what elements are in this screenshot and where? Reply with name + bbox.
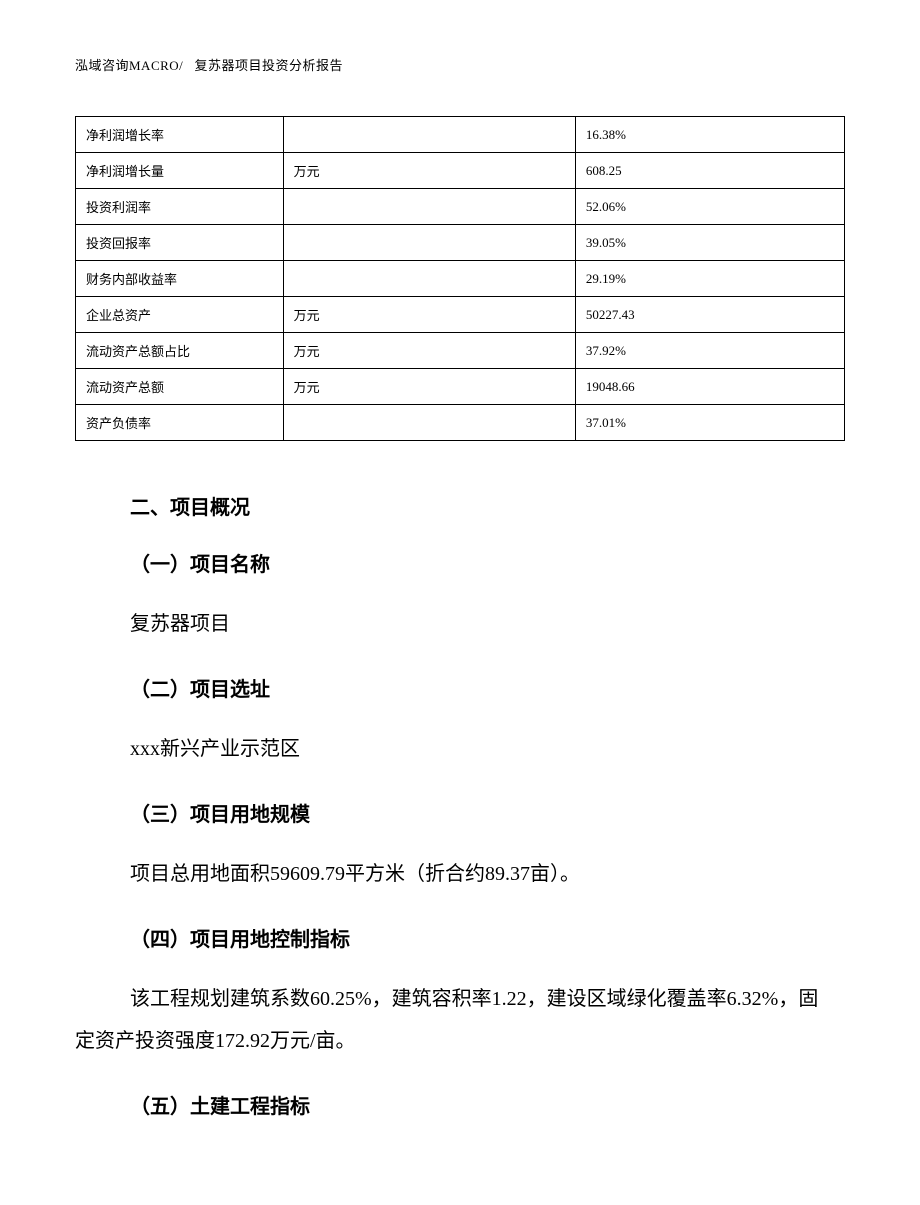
body-text-1: 复苏器项目	[130, 603, 835, 645]
table-cell-unit	[283, 405, 575, 441]
sub-heading-2: （二）项目选址	[130, 673, 835, 702]
table-cell-value: 52.06%	[575, 189, 844, 225]
table-cell-label: 流动资产总额占比	[76, 333, 284, 369]
table-cell-unit: 万元	[283, 153, 575, 189]
header-company: 泓域咨询MACRO/	[75, 58, 183, 73]
table-row: 财务内部收益率 29.19%	[76, 261, 845, 297]
sub-heading-1: （一）项目名称	[130, 548, 835, 577]
table-row: 投资利润率 52.06%	[76, 189, 845, 225]
table-cell-label: 企业总资产	[76, 297, 284, 333]
financial-table: 净利润增长率 16.38% 净利润增长量 万元 608.25 投资利润率 52.…	[75, 116, 845, 441]
table-row: 流动资产总额占比 万元 37.92%	[76, 333, 845, 369]
main-heading: 二、项目概况	[130, 491, 835, 520]
sub-heading-4: （四）项目用地控制指标	[130, 923, 835, 952]
body-text-4: 该工程规划建筑系数60.25%，建筑容积率1.22，建设区域绿化覆盖率6.32%…	[75, 978, 835, 1062]
table-cell-unit	[283, 225, 575, 261]
table-cell-unit: 万元	[283, 333, 575, 369]
table-cell-unit	[283, 117, 575, 153]
sub-heading-3: （三）项目用地规模	[130, 798, 835, 827]
table-cell-label: 财务内部收益率	[76, 261, 284, 297]
table-cell-label: 净利润增长率	[76, 117, 284, 153]
table-cell-unit: 万元	[283, 369, 575, 405]
sub-heading-5: （五）土建工程指标	[130, 1090, 835, 1119]
table-cell-value: 50227.43	[575, 297, 844, 333]
table-cell-label: 投资回报率	[76, 225, 284, 261]
table-cell-label: 资产负债率	[76, 405, 284, 441]
body-text-2: xxx新兴产业示范区	[130, 728, 835, 770]
table-cell-value: 37.01%	[575, 405, 844, 441]
table-row: 企业总资产 万元 50227.43	[76, 297, 845, 333]
table-cell-value: 19048.66	[575, 369, 844, 405]
table-row: 净利润增长量 万元 608.25	[76, 153, 845, 189]
table-cell-value: 608.25	[575, 153, 844, 189]
table-cell-unit	[283, 261, 575, 297]
table-cell-value: 29.19%	[575, 261, 844, 297]
table-row: 流动资产总额 万元 19048.66	[76, 369, 845, 405]
table-cell-unit	[283, 189, 575, 225]
content-body: 二、项目概况 （一）项目名称 复苏器项目 （二）项目选址 xxx新兴产业示范区 …	[75, 491, 845, 1119]
table-cell-value: 37.92%	[575, 333, 844, 369]
table-cell-label: 流动资产总额	[76, 369, 284, 405]
table-row: 净利润增长率 16.38%	[76, 117, 845, 153]
table-cell-label: 净利润增长量	[76, 153, 284, 189]
header-title: 复苏器项目投资分析报告	[195, 58, 344, 73]
page-container: 泓域咨询MACRO/ 复苏器项目投资分析报告 净利润增长率 16.38% 净利润…	[0, 0, 920, 1205]
page-header: 泓域咨询MACRO/ 复苏器项目投资分析报告	[75, 55, 845, 74]
table-row: 资产负债率 37.01%	[76, 405, 845, 441]
body-text-3: 项目总用地面积59609.79平方米（折合约89.37亩）。	[130, 853, 835, 895]
table-cell-value: 16.38%	[575, 117, 844, 153]
table-cell-label: 投资利润率	[76, 189, 284, 225]
table-row: 投资回报率 39.05%	[76, 225, 845, 261]
table-cell-value: 39.05%	[575, 225, 844, 261]
table-cell-unit: 万元	[283, 297, 575, 333]
